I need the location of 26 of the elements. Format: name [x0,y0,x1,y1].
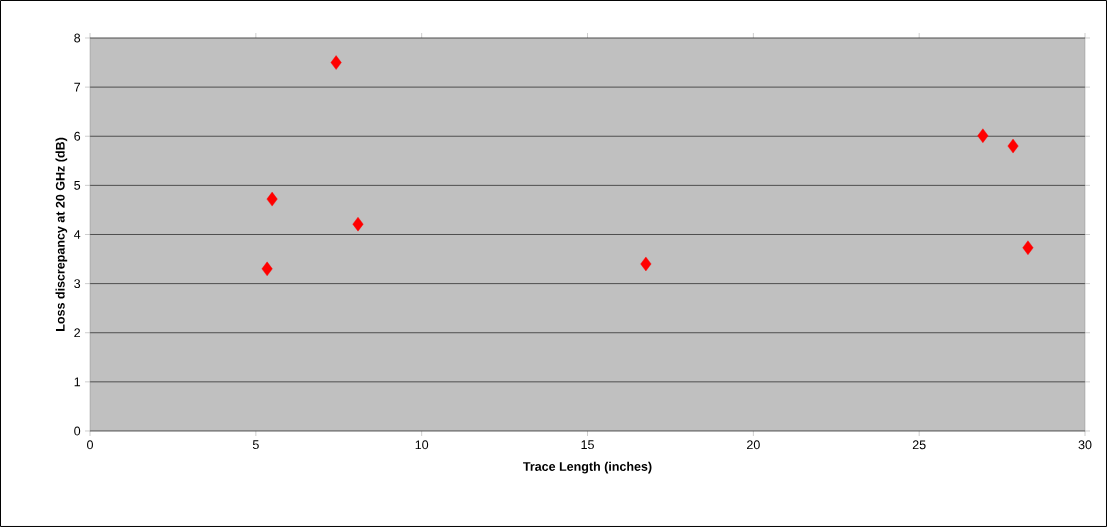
point [640,256,652,272]
x-tick-label: 20 [747,440,760,450]
x-tick-label: 5 [252,440,259,450]
x-axis-title: Trace Length (inches) [523,461,652,474]
point [977,128,989,143]
x-tick-label: 0 [87,440,93,450]
y-tick-label: 3 [74,279,81,289]
x-tick-label: 10 [415,440,429,450]
x-tick-label: 25 [912,440,926,450]
point [352,216,364,232]
point [261,261,273,277]
point [1007,138,1019,154]
y-axis-title: Loss discrepancy at 20 GHz (dB) [55,137,68,331]
point [330,55,342,70]
y-tick-label: 0 [74,426,81,436]
y-tick-label: 6 [74,131,81,141]
x-tick-label: 15 [581,440,594,450]
point [1022,240,1034,255]
y-tick-label: 1 [74,377,81,387]
y-tick-label: 7 [74,82,81,92]
y-tick-label: 5 [74,181,81,190]
x-tick-label: 30 [1078,440,1092,450]
point [266,191,278,207]
y-tick-label: 4 [73,230,81,239]
y-tick-label: 2 [74,328,81,338]
y-tick-label: 8 [74,33,81,43]
